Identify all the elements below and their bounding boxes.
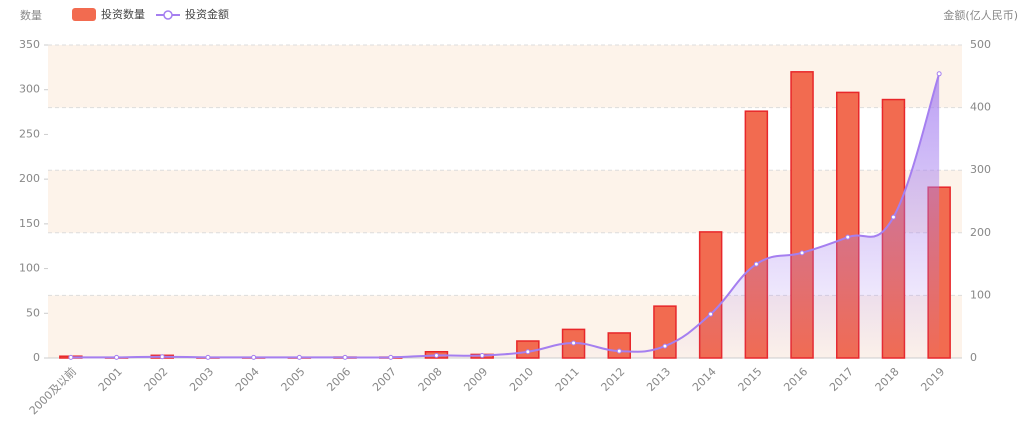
line-point [433,352,439,358]
y-tick-label: 200 [19,172,40,185]
y2-tick-label: 0 [970,351,977,364]
y-tick-label: 50 [26,306,40,319]
x-tick-label: 2018 [873,365,902,394]
line-point [159,354,165,360]
line-point [114,354,120,360]
x-tick-label: 2019 [918,365,947,394]
x-tick-label: 2015 [736,365,765,394]
line-point [342,354,348,360]
x-tick-label: 2005 [279,365,308,394]
line-point [616,348,622,354]
x-tick-label: 2010 [507,365,536,394]
line-point [296,354,302,360]
line [70,73,941,359]
x-tick-label: 2003 [187,365,216,394]
legend-label[interactable]: 投资数量 [101,7,145,21]
legend-swatch-dot[interactable] [163,10,173,20]
x-tick-label: 2001 [96,365,125,394]
y2-tick-label: 500 [970,38,991,51]
line-point [205,354,211,360]
x-tick-label: 2009 [461,365,490,394]
x-tick-label: 2011 [553,365,582,394]
line-point [525,349,531,355]
y-tick-label: 350 [19,38,40,51]
split-area [48,170,962,233]
line-point [251,354,257,360]
y2-tick-label: 200 [970,226,991,239]
legend-swatch-bar[interactable] [72,8,96,21]
x-tick-label: 2013 [644,365,673,394]
legend-label[interactable]: 投资金额 [185,7,229,21]
line-point [662,343,668,349]
y-tick-label: 0 [33,351,40,364]
x-tick-label: 2008 [416,365,445,394]
line-point [68,354,74,360]
split-area [48,45,962,108]
x-tick-label: 2002 [142,365,171,394]
y-tick-label: 150 [19,217,40,230]
x-tick-label: 2000及以前 [26,364,79,417]
x-tick-label: 2017 [827,365,856,394]
line-point [388,354,394,360]
line-point [845,234,851,240]
line-area [70,73,940,359]
y2-tick-label: 400 [970,101,991,114]
line-point [708,311,714,317]
x-tick-label: 2004 [233,365,262,394]
y-tick-label: 300 [19,83,40,96]
line-point [890,214,896,220]
x-tick-label: 2006 [324,365,353,394]
line-point [936,71,942,77]
y2-tick-label: 300 [970,163,991,176]
x-tick-label: 2016 [781,365,810,394]
y2-tick-label: 100 [970,288,991,301]
line-point [571,340,577,346]
y2-axis-label: 金额(亿人民币) [943,8,1018,22]
line-point [753,261,759,267]
y-tick-label: 250 [19,127,40,140]
x-tick-label: 2012 [599,365,628,394]
y-tick-label: 100 [19,262,40,275]
line-point [479,352,485,358]
x-tick-label: 2007 [370,365,399,394]
y-axis-label: 数量 [20,9,42,22]
line-point [799,250,805,256]
x-tick-label: 2014 [690,365,719,394]
